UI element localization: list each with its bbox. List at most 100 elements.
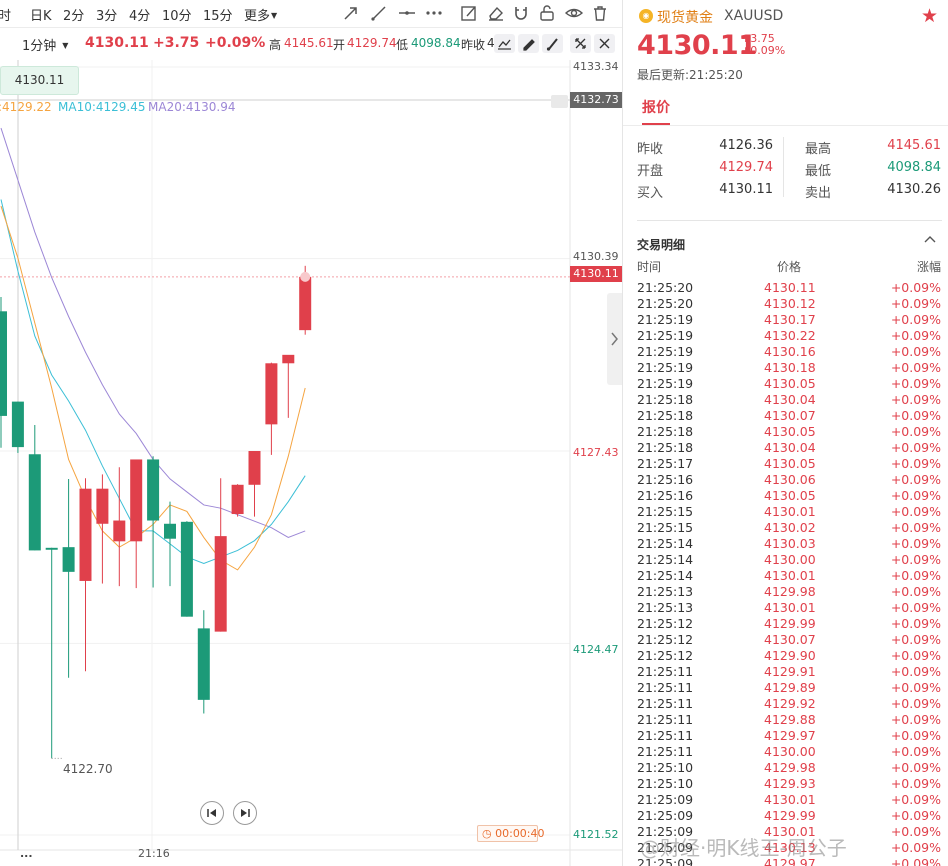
ma10-label: MA10:4129.45 bbox=[58, 100, 146, 114]
trade-change: +0.09% bbox=[890, 520, 941, 535]
trade-row: 21:25:16 4130.05 +0.09% bbox=[623, 488, 948, 504]
section-divider bbox=[637, 220, 942, 221]
trade-time: 21:25:09 bbox=[637, 792, 694, 807]
trade-time: 21:25:11 bbox=[637, 680, 694, 695]
edit-icon[interactable] bbox=[518, 34, 539, 53]
candlestick-chart[interactable] bbox=[0, 60, 622, 866]
period-15min[interactable]: 15分 bbox=[203, 9, 233, 24]
candle-body bbox=[197, 628, 210, 700]
ma5-label: :4129.22 bbox=[0, 100, 52, 114]
bid-label: 买入 bbox=[637, 186, 664, 201]
trade-time: 21:25:10 bbox=[637, 776, 694, 791]
close-icon[interactable] bbox=[594, 34, 615, 53]
trade-time: 21:25:11 bbox=[637, 744, 694, 759]
trade-change: +0.09% bbox=[890, 696, 941, 711]
lock-icon[interactable] bbox=[537, 3, 557, 23]
chevron-up-icon[interactable] bbox=[923, 232, 937, 246]
brush-icon[interactable] bbox=[542, 34, 563, 53]
last-price: 4130.11 bbox=[85, 35, 149, 51]
period-4min[interactable]: 4分 bbox=[129, 9, 151, 24]
trade-time: 21:25:20 bbox=[637, 280, 694, 295]
more-dots-icon[interactable] bbox=[424, 3, 444, 23]
trade-change: +0.09% bbox=[890, 792, 941, 807]
trade-price: 4130.00 bbox=[764, 552, 816, 567]
trade-time: 21:25:11 bbox=[637, 664, 694, 679]
period-hour[interactable]: 时 bbox=[0, 9, 12, 24]
trade-price: 4130.05 bbox=[764, 376, 816, 391]
trade-time: 21:25:13 bbox=[637, 600, 694, 615]
arrow-line-icon[interactable] bbox=[341, 3, 361, 23]
trade-time: 21:25:12 bbox=[637, 632, 694, 647]
trade-time: 21:25:19 bbox=[637, 344, 694, 359]
fullscreen-icon[interactable] bbox=[570, 34, 591, 53]
ask-label: 卖出 bbox=[805, 186, 832, 201]
trade-price: 4130.00 bbox=[764, 744, 816, 759]
candle-body bbox=[164, 523, 176, 539]
trade-time: 21:25:16 bbox=[637, 488, 694, 503]
note-icon[interactable] bbox=[459, 3, 479, 23]
trade-change: +0.09% bbox=[890, 440, 941, 455]
trade-change: +0.09% bbox=[890, 776, 941, 791]
trade-row: 21:25:20 4130.12 +0.09% bbox=[623, 296, 948, 312]
trade-time: 21:25:20 bbox=[637, 296, 694, 311]
bell-icon[interactable] bbox=[551, 95, 568, 108]
panel-divider bbox=[622, 0, 623, 866]
magnet-icon[interactable] bbox=[511, 3, 531, 23]
trade-change: +0.09% bbox=[890, 552, 941, 567]
trade-row: 21:25:09 4129.99 +0.09% bbox=[623, 808, 948, 824]
chart-info-bar: | 1分钟▼ 4130.11 +3.75 +0.09% 高 4145.61 开 … bbox=[0, 28, 622, 60]
trade-change: +0.09% bbox=[890, 568, 941, 583]
trade-change: +0.09% bbox=[890, 808, 941, 823]
trade-price: 4130.04 bbox=[764, 440, 816, 455]
trade-row: 21:25:16 4130.06 +0.09% bbox=[623, 472, 948, 488]
scroll-last-button[interactable] bbox=[233, 801, 257, 825]
trade-price: 4129.97 bbox=[764, 728, 816, 743]
trade-price: 4130.01 bbox=[764, 824, 816, 839]
candle-countdown: ◷ 00:00:40 bbox=[477, 825, 545, 842]
low-value: 4098.84 bbox=[411, 36, 461, 50]
trash-icon[interactable] bbox=[590, 3, 610, 23]
scroll-first-button[interactable] bbox=[200, 801, 224, 825]
trade-time: 21:25:14 bbox=[637, 568, 694, 583]
favorite-star-icon[interactable]: ★ bbox=[921, 5, 939, 27]
trade-row: 21:25:11 4130.00 +0.09% bbox=[623, 744, 948, 760]
period-day[interactable]: 日K bbox=[30, 9, 52, 24]
eraser-icon[interactable] bbox=[486, 3, 506, 23]
trade-price: 4130.18 bbox=[764, 360, 816, 375]
high-value: 4145.61 bbox=[887, 138, 941, 153]
trade-row: 21:25:19 4130.17 +0.09% bbox=[623, 312, 948, 328]
trade-change: +0.09% bbox=[890, 408, 941, 423]
trade-change: +0.09% bbox=[890, 744, 941, 759]
trade-row: 21:25:13 4129.98 +0.09% bbox=[623, 584, 948, 600]
trade-change: +0.09% bbox=[890, 360, 941, 375]
period-more-dropdown[interactable]: 更多▼ bbox=[244, 5, 277, 24]
horizontal-line-icon[interactable] bbox=[397, 3, 417, 23]
trade-price: 4130.05 bbox=[764, 424, 816, 439]
trade-change: +0.09% bbox=[890, 328, 941, 343]
trade-row: 21:25:10 4129.98 +0.09% bbox=[623, 760, 948, 776]
ray-line-icon[interactable] bbox=[369, 3, 389, 23]
interval-dropdown[interactable]: 1分钟 ▼ bbox=[22, 35, 68, 54]
expand-panel-tab[interactable] bbox=[607, 293, 622, 385]
trade-price: 4130.12 bbox=[764, 296, 816, 311]
trade-row: 21:25:13 4130.01 +0.09% bbox=[623, 600, 948, 616]
trade-price: 4129.92 bbox=[764, 696, 816, 711]
y-axis-label: 4133.34 bbox=[573, 60, 619, 73]
trade-time: 21:25:09 bbox=[637, 824, 694, 839]
y-axis-label: 4130.39 bbox=[573, 250, 619, 263]
prev-close-label: 昨收 bbox=[637, 142, 664, 157]
period-3min[interactable]: 3分 bbox=[96, 9, 118, 24]
period-10min[interactable]: 10分 bbox=[162, 9, 192, 24]
trade-change: +0.09% bbox=[890, 616, 941, 631]
kline-chart[interactable]: 4130.11 :4129.22 MA10:4129.45 MA20:4130.… bbox=[0, 60, 622, 866]
chart-type-icon[interactable] bbox=[494, 34, 515, 53]
period-2min[interactable]: 2分 bbox=[63, 9, 85, 24]
trade-row: 21:25:12 4129.90 +0.09% bbox=[623, 648, 948, 664]
separator: | bbox=[0, 36, 1, 50]
y-axis-label: 4121.52 bbox=[573, 828, 619, 841]
x-axis-label: 21:16 bbox=[138, 847, 170, 860]
tab-quote[interactable]: 报价 bbox=[642, 100, 670, 116]
trade-price: 4130.04 bbox=[764, 392, 816, 407]
eye-icon[interactable] bbox=[564, 3, 584, 23]
prev-close-value-partial: 4 bbox=[487, 36, 495, 50]
